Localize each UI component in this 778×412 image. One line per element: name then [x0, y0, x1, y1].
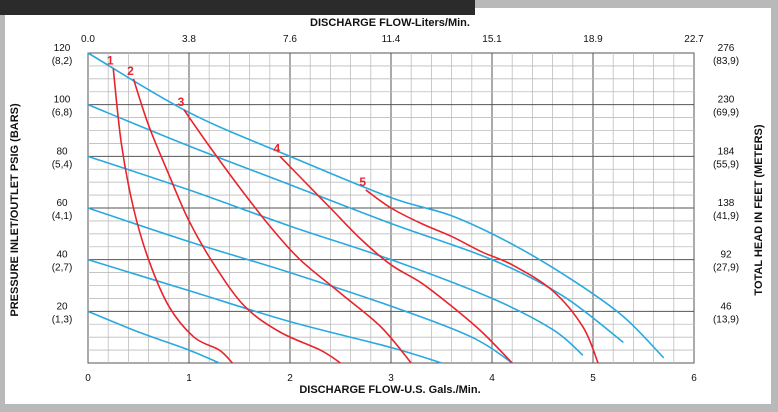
performance-curves: 12 3 4 5 [107, 54, 599, 364]
axis-labels: 0.0 3.8 7.6 11.4 15.1 18.9 22.70 1 2 3 4 5 6120(8,2)… [52, 34, 739, 384]
right-tick-meters: (83,9) [713, 56, 739, 67]
bottom-tick-label: 0 [85, 373, 91, 384]
left-tick-bar: (8,2) [52, 56, 73, 67]
air-curve-6 [87, 310, 220, 364]
performance-curve-label: 3 [178, 95, 185, 109]
left-axis-title: PRESSURE INLET/OUTLET PSIG (BARS) [9, 103, 21, 317]
performance-curve-label: 5 [359, 175, 366, 189]
air-curve-1 [87, 52, 665, 359]
top-tick-label: 15.1 [482, 34, 502, 45]
right-tick-feet: 46 [720, 301, 732, 312]
top-tick-label: 0.0 [81, 34, 95, 45]
left-tick-psi: 40 [56, 250, 68, 261]
left-tick-bar: (2,7) [52, 263, 73, 274]
left-tick-psi: 80 [56, 146, 68, 157]
right-tick-feet: 276 [718, 43, 735, 54]
performance-curve-2 [132, 78, 341, 364]
right-tick-meters: (55,9) [713, 159, 739, 170]
top-axis-title: DISCHARGE FLOW-Liters/Min. [310, 17, 470, 29]
top-tick-label: 22.7 [684, 34, 704, 45]
performance-curve-label: 1 [107, 54, 114, 68]
right-tick-meters: (27,9) [713, 263, 739, 274]
top-tick-label: 7.6 [283, 34, 297, 45]
right-tick-meters: (69,9) [713, 108, 739, 119]
header-dark-band [0, 0, 475, 15]
performance-curve-3 [183, 109, 412, 364]
left-tick-bar: (4,1) [52, 211, 73, 222]
bottom-tick-label: 1 [186, 373, 192, 384]
bottom-axis-title: DISCHARGE FLOW-U.S. Gals./Min. [299, 384, 480, 396]
right-tick-feet: 138 [718, 198, 735, 209]
performance-curve-5 [365, 189, 599, 364]
right-tick-feet: 92 [720, 250, 732, 261]
performance-curve-label: 2 [127, 64, 134, 78]
left-tick-psi: 120 [54, 43, 71, 54]
left-tick-bar: (1,3) [52, 314, 73, 325]
air-curve-2 [87, 103, 624, 343]
left-tick-psi: 100 [54, 95, 71, 106]
left-tick-psi: 20 [56, 301, 68, 312]
right-axis-title: TOTAL HEAD IN FEET (METERS) [753, 124, 765, 295]
bottom-tick-label: 4 [489, 373, 495, 384]
right-tick-meters: (41,9) [713, 211, 739, 222]
right-tick-feet: 230 [718, 95, 735, 106]
bottom-tick-label: 3 [388, 373, 394, 384]
left-tick-bar: (6,8) [52, 108, 73, 119]
left-tick-psi: 60 [56, 198, 68, 209]
bottom-tick-label: 5 [590, 373, 596, 384]
air-curve-5 [87, 258, 442, 364]
air-curve-4 [87, 207, 513, 364]
left-tick-bar: (5,4) [52, 159, 73, 170]
performance-curve-label: 4 [274, 141, 281, 155]
performance-curve-1 [112, 68, 234, 364]
right-tick-feet: 184 [718, 146, 735, 157]
performance-curve-4 [279, 155, 513, 364]
top-tick-label: 3.8 [182, 34, 196, 45]
bottom-tick-label: 2 [287, 373, 293, 384]
top-tick-label: 18.9 [583, 34, 603, 45]
bottom-tick-label: 6 [691, 373, 697, 384]
right-tick-meters: (13,9) [713, 314, 739, 325]
top-tick-label: 11.4 [382, 34, 401, 45]
